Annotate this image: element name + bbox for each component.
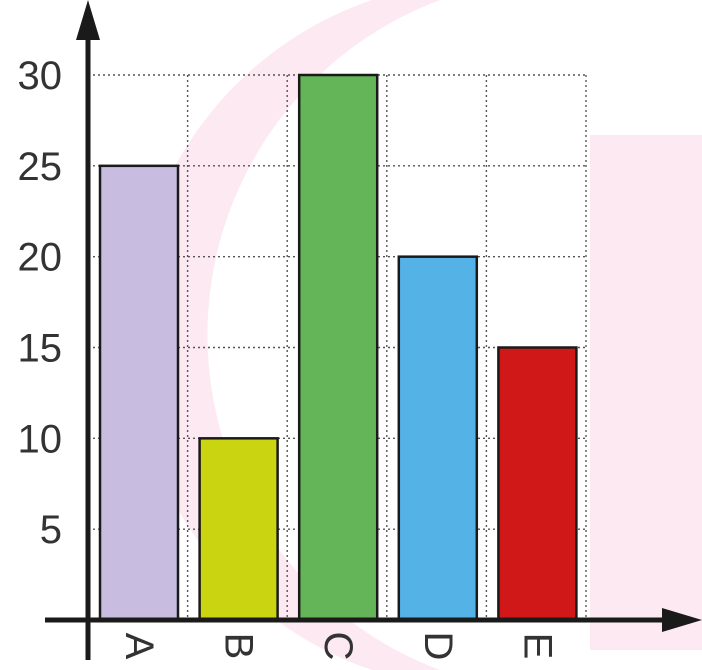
y-tick-labels: 5 10 15 20 25 30 (18, 54, 63, 552)
bar-a (98, 164, 180, 622)
y-tick-label: 20 (18, 236, 63, 280)
y-tick-label: 5 (40, 508, 62, 552)
category-label: C (316, 632, 360, 661)
background-watermark (132, 0, 702, 670)
y-tick-label: 15 (18, 327, 63, 371)
x-axis-arrow (662, 608, 702, 632)
category-label: E (515, 633, 559, 660)
y-tick-label: 25 (18, 145, 63, 189)
y-tick-label: 30 (18, 54, 63, 98)
y-axis-arrow (76, 0, 100, 40)
bar-d (397, 255, 479, 622)
axes (45, 0, 702, 660)
bar-c (297, 73, 379, 622)
category-labels: A B C D E (117, 632, 559, 661)
y-tick-label: 10 (18, 417, 63, 461)
category-label: B (217, 633, 261, 660)
watermark-block (590, 135, 702, 650)
bar-b (198, 437, 279, 622)
bar-e (497, 346, 578, 622)
category-label: A (117, 633, 161, 660)
bars (98, 73, 578, 622)
category-label: D (416, 632, 460, 661)
